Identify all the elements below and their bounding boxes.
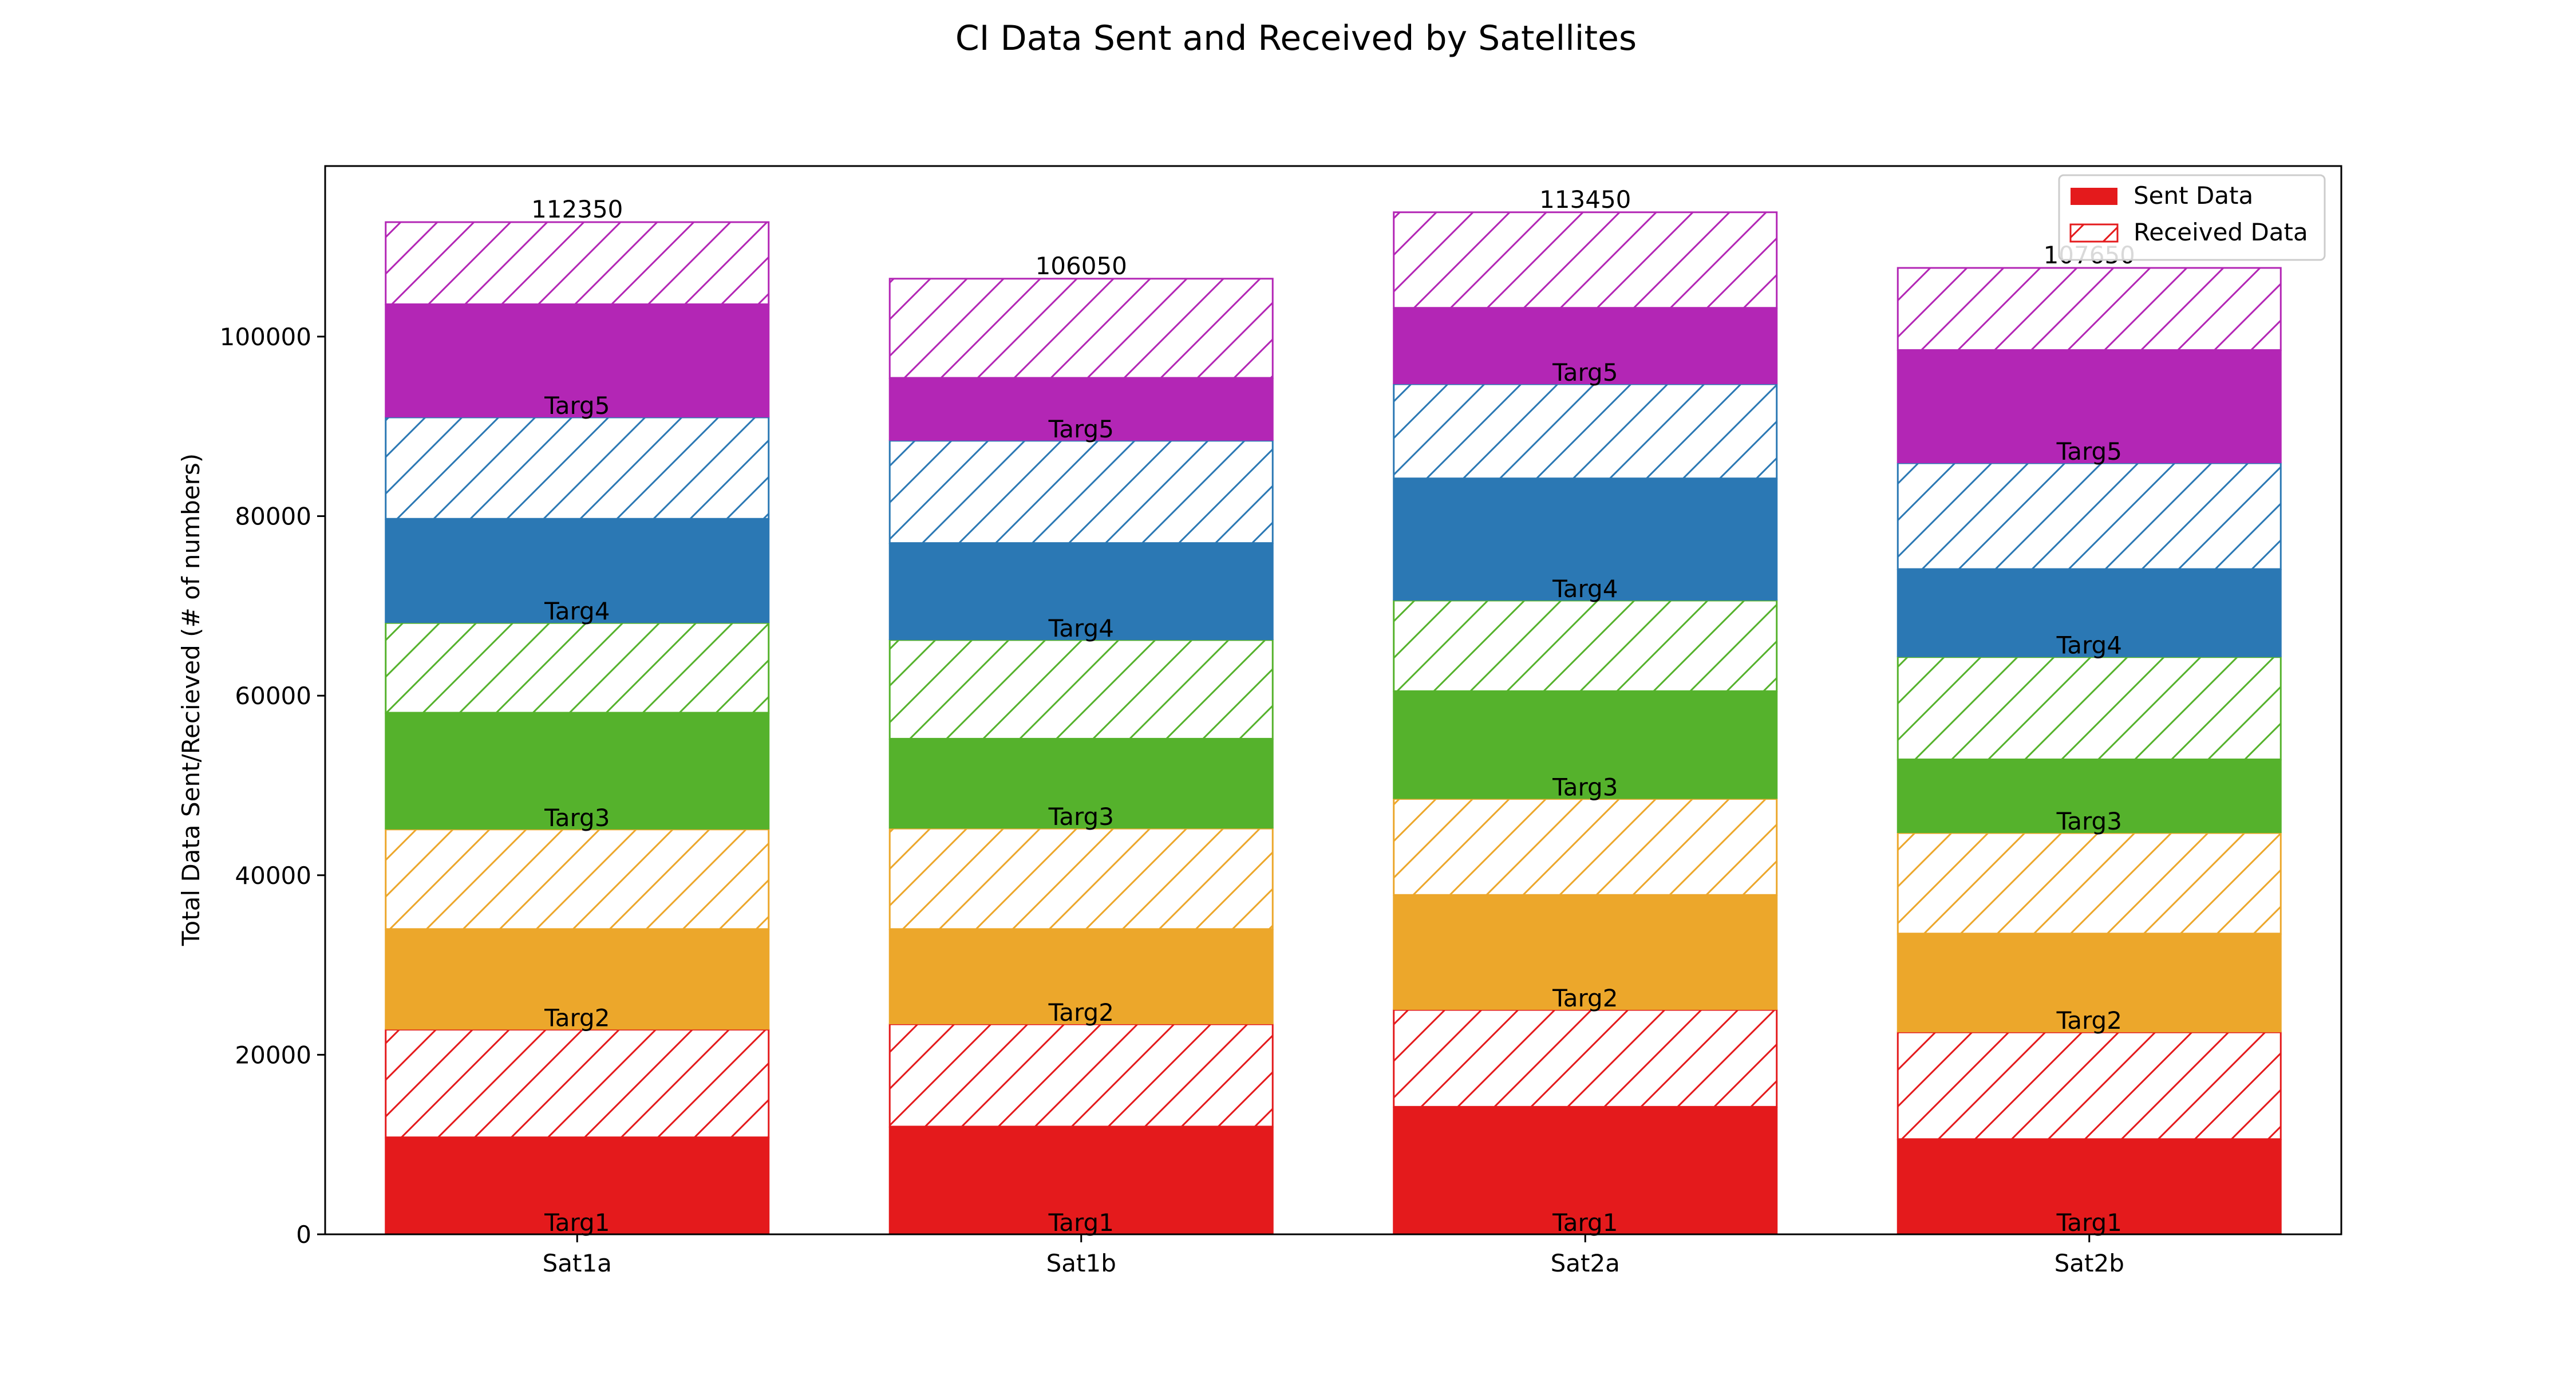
bar-sent-sat2a-targ5	[1393, 307, 1778, 385]
target-label: Targ1	[1048, 1209, 1114, 1237]
total-label: 112350	[531, 195, 623, 223]
bar-sent-sat2b-targ3	[1897, 759, 2282, 834]
y-tick-label: 20000	[235, 1041, 311, 1069]
bar-sent-sat1b-targ2	[888, 929, 1274, 1025]
bar-received-sat2b-targ2	[1897, 832, 2282, 935]
bar-received-sat2a-targ4	[1393, 383, 1778, 480]
x-tick-label: Sat1a	[543, 1249, 612, 1277]
bar-sent-sat2a-targ2	[1393, 895, 1778, 1010]
target-label: Targ2	[544, 1004, 610, 1032]
bar-received-sat1b-targ4	[888, 440, 1274, 544]
legend-swatch	[2069, 223, 2119, 243]
y-tick-label: 40000	[235, 862, 311, 890]
bar-sent-sat1a-targ4	[385, 519, 770, 623]
bar-sent-sat2a-targ3	[1393, 691, 1778, 799]
bar-sent-sat1b-targ5	[888, 378, 1274, 441]
target-label: Targ3	[1048, 803, 1114, 831]
bar-received-sat1a-targ1	[385, 1028, 770, 1139]
y-tick-label: 0	[296, 1221, 311, 1249]
target-label: Targ2	[1552, 984, 1618, 1012]
target-label: Targ3	[1552, 773, 1618, 801]
bar-sent-sat1a-targ1	[385, 1137, 770, 1234]
bar-sent-sat2b-targ2	[1897, 933, 2282, 1033]
bar-received-sat1a-targ5	[385, 221, 770, 305]
target-label: Targ3	[544, 804, 610, 832]
bar-sent-sat1a-targ2	[385, 929, 770, 1030]
target-label: Targ1	[2056, 1209, 2122, 1237]
bar-sent-sat1a-targ5	[385, 304, 770, 418]
x-tick-label: Sat2b	[2055, 1249, 2124, 1277]
bar-received-sat2b-targ3	[1897, 656, 2282, 760]
target-label: Targ5	[544, 392, 610, 420]
bar-received-sat1a-targ4	[385, 416, 770, 520]
bar-sent-sat2a-targ1	[1393, 1107, 1778, 1234]
target-label: Targ3	[2056, 807, 2122, 835]
y-tick-label: 100000	[220, 323, 311, 351]
bar-received-sat1a-targ2	[385, 828, 770, 930]
target-label: Targ4	[2056, 631, 2122, 660]
bar-sent-sat2b-targ4	[1897, 569, 2282, 657]
target-label: Targ4	[1552, 575, 1618, 603]
target-label: Targ5	[1552, 358, 1618, 386]
bar-received-sat2a-targ5	[1393, 211, 1778, 309]
bar-sent-sat1b-targ1	[888, 1126, 1274, 1234]
target-label: Targ4	[1048, 614, 1114, 642]
bar-received-sat2a-targ1	[1393, 1009, 1778, 1108]
bar-received-sat2b-targ4	[1897, 462, 2282, 570]
bar-received-sat1a-targ3	[385, 622, 770, 714]
bar-sent-sat1a-targ3	[385, 712, 770, 830]
plot-frame	[324, 165, 2342, 1235]
bar-sent-sat1b-targ4	[888, 543, 1274, 640]
chart-title: CI Data Sent and Received by Satellites	[955, 18, 1637, 58]
bar-received-sat2a-targ3	[1393, 599, 1778, 692]
x-tick-label: Sat1b	[1046, 1249, 1116, 1277]
target-label: Targ5	[2056, 437, 2122, 465]
bar-sent-sat2b-targ1	[1897, 1139, 2282, 1234]
legend-box	[2058, 174, 2326, 261]
total-label: 113450	[1539, 185, 1631, 214]
bar-received-sat1b-targ3	[888, 639, 1274, 740]
y-tick-label: 60000	[235, 682, 311, 710]
bar-received-sat2b-targ5	[1897, 267, 2282, 351]
y-tick-label: 80000	[235, 503, 311, 531]
legend-label: Received Data	[2134, 218, 2308, 246]
target-label: Targ1	[544, 1209, 610, 1237]
target-label: Targ2	[2056, 1006, 2122, 1035]
chart-legend: Sent Data Received Data	[2058, 174, 2326, 261]
x-tick-label: Sat2a	[1551, 1249, 1620, 1277]
bar-sent-sat2a-targ4	[1393, 478, 1778, 601]
y-axis-label: Total Data Sent/Recieved (# of numbers)	[177, 453, 205, 946]
total-label: 106050	[1036, 252, 1127, 280]
bar-sent-sat2b-targ5	[1897, 350, 2282, 464]
legend-swatch	[2071, 188, 2117, 205]
target-label: Targ5	[1048, 415, 1114, 443]
legend-label: Sent Data	[2134, 181, 2253, 210]
target-label: Targ1	[1552, 1209, 1618, 1237]
bar-sent-sat1b-targ3	[888, 739, 1274, 829]
bar-received-sat1b-targ5	[888, 278, 1274, 379]
bar-received-sat1b-targ1	[888, 1023, 1274, 1128]
target-label: Targ4	[544, 597, 610, 625]
bar-received-sat1b-targ2	[888, 827, 1274, 930]
bar-received-sat2a-targ2	[1393, 797, 1778, 896]
bar-received-sat2b-targ1	[1897, 1031, 2282, 1140]
target-label: Targ2	[1048, 998, 1114, 1026]
